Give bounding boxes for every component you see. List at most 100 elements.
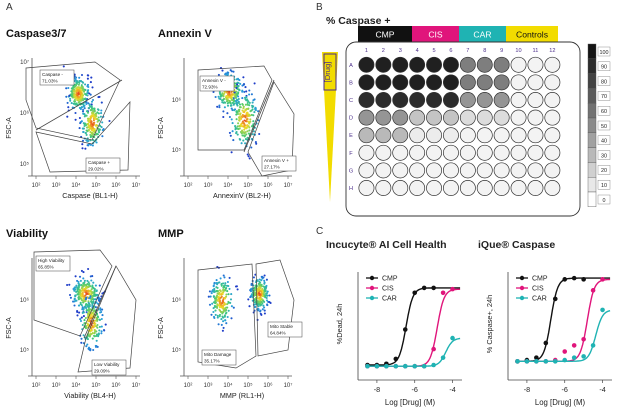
plate-well [358, 162, 375, 179]
flow-event-dot [221, 315, 224, 318]
flow-event-dot [217, 73, 220, 76]
flow-event-dot [251, 101, 254, 104]
flow-event-dot [225, 284, 229, 287]
flow-event-dot [85, 101, 88, 104]
flow-event-dot [246, 101, 249, 105]
flow-event-dot [77, 92, 80, 95]
flow-event-dot [88, 128, 91, 132]
flow-event-dot [213, 316, 216, 320]
flow-event-dot [87, 102, 90, 105]
flow-event-dot [70, 102, 73, 105]
flow-event-dot [263, 274, 266, 277]
flow-event-dot [82, 105, 85, 108]
scale-label-box [597, 46, 611, 57]
plate-well [493, 180, 510, 196]
flow-event-dot [235, 113, 238, 116]
flow-event-dot [248, 101, 251, 104]
flow-event-dot [80, 84, 83, 87]
flow-event-dot [246, 136, 249, 139]
plate-well [510, 74, 527, 91]
flow-event-dot [231, 101, 234, 104]
flow-event-dot [245, 111, 248, 114]
flow-event-dot [225, 322, 228, 325]
flow-event-dot [240, 124, 243, 128]
flow-event-dot [91, 311, 94, 314]
flow-event-dot [87, 74, 90, 77]
flow-event-dot [92, 119, 95, 122]
plate-well [375, 109, 392, 126]
flow-event-dot [87, 290, 90, 293]
flow-event-dot [236, 125, 239, 128]
x-tick-label: 10³ [204, 383, 213, 389]
x-tick-label: 10³ [52, 383, 61, 389]
flow-event-dot [75, 284, 78, 287]
flow-event-dot [238, 116, 241, 119]
flow-event-dot [101, 121, 104, 124]
flow-event-dot [93, 328, 96, 331]
flow-event-dot [237, 110, 240, 113]
flow-event-dot [247, 155, 250, 158]
flow-event-dot [220, 323, 223, 326]
plate-well [527, 180, 544, 196]
flow-event-dot [253, 111, 256, 114]
flow-event-dot [97, 316, 100, 319]
data-point-cis [571, 343, 577, 348]
drug-label-box [323, 53, 337, 91]
flow-event-dot [248, 89, 251, 92]
gate-polygon [25, 61, 121, 141]
plate-well [527, 56, 544, 73]
flow-event-dot [226, 306, 229, 309]
data-point-car [552, 359, 558, 364]
plate-well [544, 109, 561, 126]
flow-event-dot [65, 87, 68, 90]
flow-event-dot [216, 286, 219, 289]
flow-event-dot [245, 118, 248, 121]
flow-event-dot [242, 105, 245, 108]
legend-marker [369, 295, 375, 301]
flow-event-dot [237, 95, 240, 98]
flow-event-dot [251, 133, 254, 136]
flow-event-dot [100, 317, 103, 321]
column-number: 2 [382, 48, 385, 54]
flow-event-dot [94, 133, 98, 136]
flow-event-dot [73, 289, 76, 292]
flow-event-dot [86, 77, 89, 80]
flow-event-dot [81, 87, 85, 90]
plate-well [476, 162, 493, 179]
plate-well [493, 127, 510, 144]
flow-event-dot [86, 94, 89, 97]
flow-event-dot [79, 92, 82, 95]
flow-event-dot [212, 285, 215, 288]
flow-event-dot [257, 301, 260, 304]
flow-event-dot [263, 293, 266, 296]
flow-event-dot [217, 323, 220, 326]
plate-well [392, 74, 409, 91]
column-number: 1 [365, 48, 368, 54]
flow-event-dot [220, 94, 223, 97]
plate-well [358, 92, 375, 108]
flow-event-dot [262, 304, 265, 307]
x-tick-label: 10⁵ [243, 182, 253, 189]
flow-event-dot [218, 91, 221, 94]
scale-label-box [597, 76, 611, 86]
flow-event-dot [77, 83, 80, 86]
flow-event-dot [96, 118, 99, 121]
flow-event-dot [84, 294, 87, 297]
flow-event-dot [263, 290, 266, 293]
x-axis-label: Log [Drug] (M) [535, 398, 586, 407]
flow-event-dot [235, 118, 238, 121]
scale-swatch [587, 73, 597, 89]
flow-event-dot [76, 98, 79, 101]
plate-well [358, 144, 375, 161]
x-axis-label: MMP (RL1-H) [220, 391, 264, 400]
flow-event-dot [90, 313, 93, 316]
flow-event-dot [209, 295, 212, 298]
flow-event-dot [79, 319, 83, 323]
flow-event-dot [97, 335, 100, 338]
scale-label-box [597, 165, 611, 175]
flow-event-dot [214, 95, 217, 99]
row-letter: G [349, 168, 353, 174]
gate-value: 72.93% [202, 85, 218, 90]
flow-event-dot [226, 73, 229, 76]
x-axis-label: Log [Drug] (M) [385, 398, 436, 407]
